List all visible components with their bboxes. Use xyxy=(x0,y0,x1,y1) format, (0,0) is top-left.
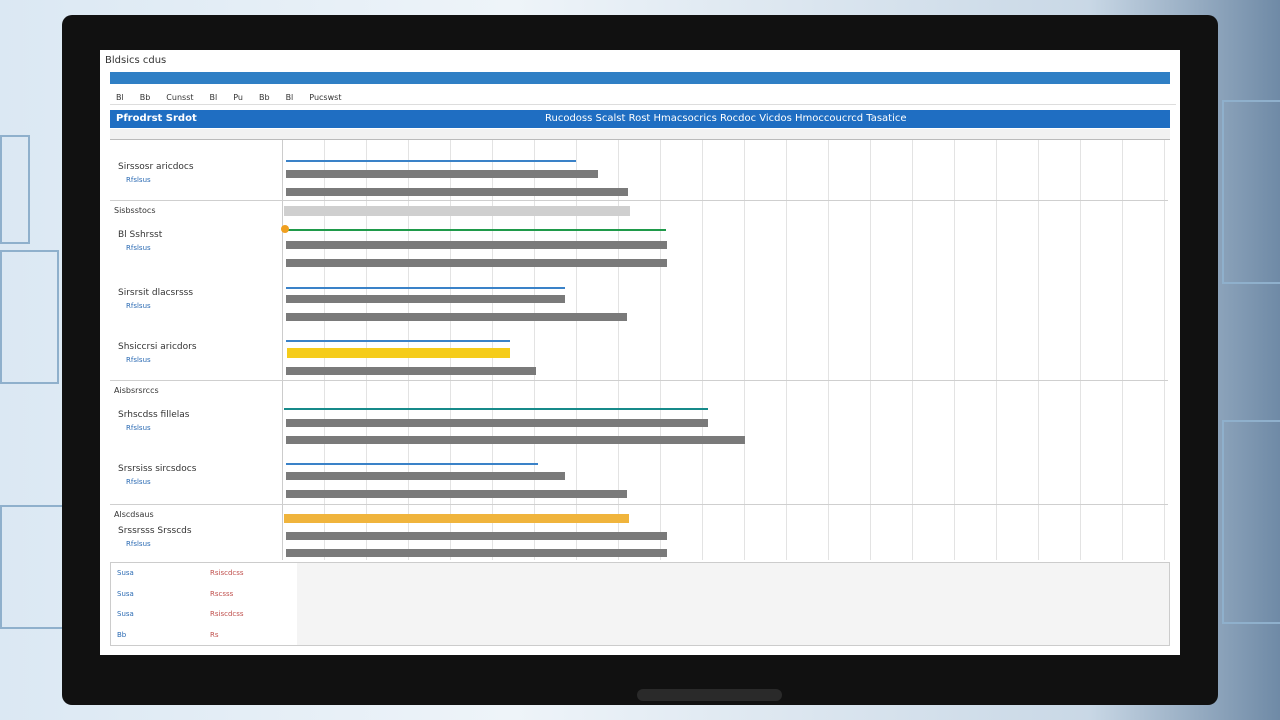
progress-line xyxy=(286,340,510,342)
task-bar xyxy=(286,259,667,267)
grid-line xyxy=(618,140,619,560)
grid-line xyxy=(1038,140,1039,560)
grid-line xyxy=(828,140,829,560)
blueprint-line xyxy=(1222,100,1280,284)
task-owner: Rfslsus xyxy=(126,302,151,310)
progress-line xyxy=(286,463,538,465)
task-bar xyxy=(286,295,565,303)
window-title: Bldsics cdus xyxy=(105,55,167,66)
task-label: Sirsrsit dlacsrsss xyxy=(118,288,194,298)
grid-line xyxy=(1080,140,1081,560)
task-bar xyxy=(286,367,536,375)
header-title: Rucodoss Scalst Rost Hmacsocrics Rocdoc … xyxy=(545,113,907,124)
task-bar xyxy=(286,188,628,196)
section-label: Aisbsrsrccs xyxy=(114,386,159,395)
grid-line xyxy=(534,140,535,560)
row-separator xyxy=(110,200,1168,201)
task-owner: Rfslsus xyxy=(126,540,151,548)
blueprint-line xyxy=(0,135,30,244)
toolbar-button[interactable]: Pucswst xyxy=(309,92,342,102)
details-cell: Rsiscdcss xyxy=(210,569,244,578)
toolbar-button[interactable]: Cunsst xyxy=(166,92,194,102)
summary-bar xyxy=(284,206,630,216)
toolbar: Bl Bb Cunsst Bl Pu Bb Bl Pucswst xyxy=(110,90,1176,105)
progress-line xyxy=(286,287,565,289)
grid-line xyxy=(744,140,745,560)
grid-line xyxy=(912,140,913,560)
app-window: Bldsics cdus Bl Bb Cunsst Bl Pu Bb Bl Pucswst P… xyxy=(100,50,1180,655)
timeline-ruler xyxy=(110,129,1170,140)
progress-line xyxy=(286,229,666,231)
section-label: Sisbsstocs xyxy=(114,206,156,215)
task-bar xyxy=(286,170,598,178)
monitor-slot xyxy=(637,689,782,701)
details-cell: Rsiscdcss xyxy=(210,610,244,619)
task-owner: Rfslsus xyxy=(126,424,151,432)
task-bar xyxy=(286,549,667,557)
toolbar-button[interactable]: Bb xyxy=(139,92,151,102)
task-bar xyxy=(286,436,745,444)
task-owner: Rfslsus xyxy=(126,176,151,184)
details-cell: Bb xyxy=(117,630,127,639)
grid-line xyxy=(660,140,661,560)
summary-bar xyxy=(284,514,629,523)
progress-line xyxy=(284,408,708,410)
header-left: Pfrodrst Srdot xyxy=(116,113,197,124)
task-label: Srssrsss Srsscds xyxy=(118,526,192,536)
row-separator xyxy=(110,504,1168,505)
toolbar-button[interactable]: Bl xyxy=(285,92,294,102)
task-owner: Rfslsus xyxy=(126,244,151,252)
header-bar: Pfrodrst Srdot Rucodoss Scalst Rost Hmac… xyxy=(110,110,1170,128)
task-owner: Rfslsus xyxy=(126,478,151,486)
grid-line xyxy=(786,140,787,560)
grid-line xyxy=(996,140,997,560)
details-cell: Rs xyxy=(210,630,219,639)
grid-line xyxy=(1122,140,1123,560)
task-bar xyxy=(286,472,565,480)
toolbar-button[interactable]: Pu xyxy=(233,92,243,102)
title-bar xyxy=(110,72,1170,84)
details-panel: Susa Rsiscdcss Susa Rscsss Susa Rsiscdcss Bb Rs xyxy=(110,562,1170,646)
blueprint-line xyxy=(0,250,59,384)
panel-divider xyxy=(282,140,283,560)
toolbar-button[interactable]: Bl xyxy=(209,92,218,102)
details-cell: Susa xyxy=(117,569,134,578)
section-label: Alscdsaus xyxy=(114,510,154,519)
details-cell: Susa xyxy=(117,589,134,598)
task-bar xyxy=(286,490,627,498)
progress-line xyxy=(286,160,576,162)
task-label: Srhscdss fillelas xyxy=(118,410,190,420)
grid-line xyxy=(1164,140,1165,560)
blueprint-line xyxy=(1222,420,1280,624)
toolbar-button[interactable]: Bl xyxy=(116,92,124,102)
milestone xyxy=(281,225,289,233)
highlight-bar xyxy=(287,348,510,358)
details-cell: Rscsss xyxy=(210,589,234,598)
task-bar xyxy=(286,241,667,249)
task-label: Srsrsiss sircsdocs xyxy=(118,464,197,474)
task-bar xyxy=(286,313,627,321)
grid-line xyxy=(576,140,577,560)
grid-line xyxy=(702,140,703,560)
grid-line xyxy=(870,140,871,560)
task-label: Shsiccrsi aricdors xyxy=(118,342,197,352)
grid-line xyxy=(954,140,955,560)
task-label: Sirssosr aricdocs xyxy=(118,162,194,172)
details-cell: Susa xyxy=(117,610,134,619)
task-owner: Rfslsus xyxy=(126,356,151,364)
toolbar-button[interactable]: Bb xyxy=(258,92,270,102)
task-label: Bl Sshrsst xyxy=(118,230,163,240)
row-separator xyxy=(110,380,1168,381)
details-table: Susa Rsiscdcss Susa Rscsss Susa Rsiscdcss Bb Rs xyxy=(111,563,297,645)
task-bar xyxy=(286,532,667,540)
blueprint-line xyxy=(0,505,64,629)
task-bar xyxy=(286,419,708,427)
